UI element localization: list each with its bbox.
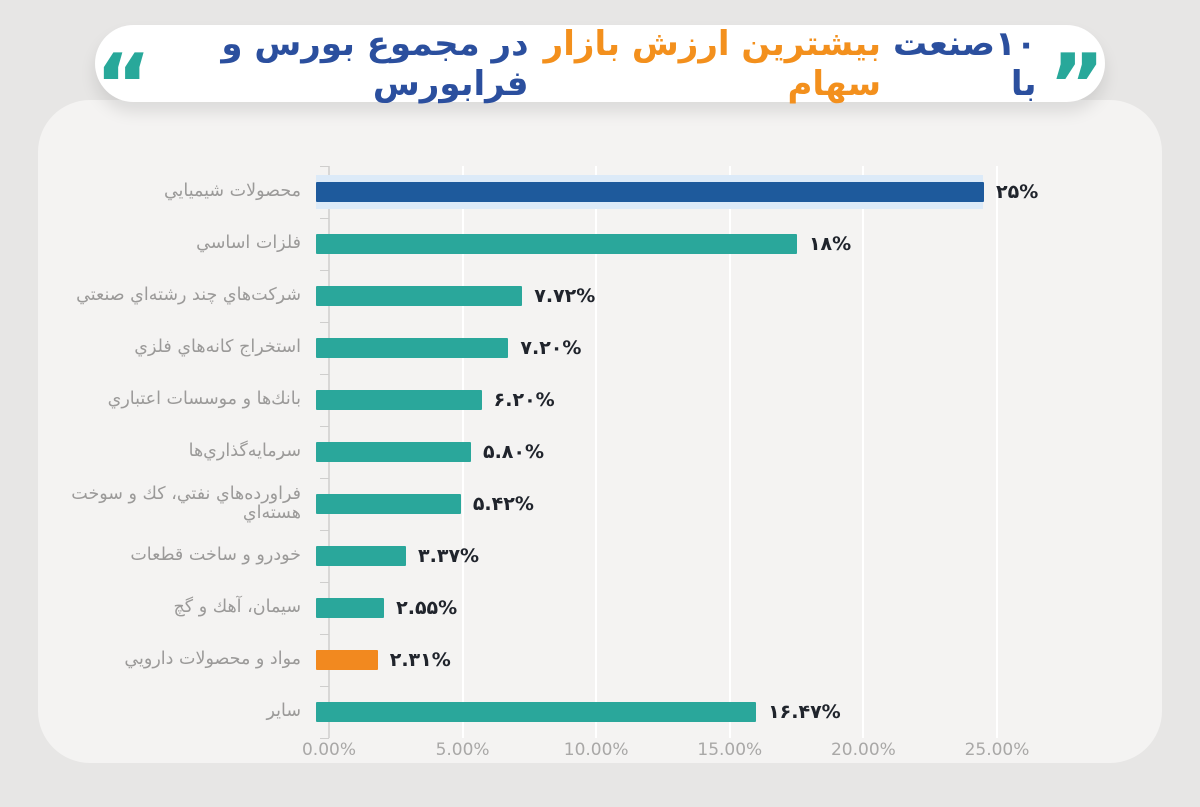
bar-track: ۲۵% bbox=[315, 166, 1038, 218]
value-label: ۶.۲۰% bbox=[493, 389, 555, 411]
x-axis: 0.00% 5.00% 10.00% 15.00% 20.00% 25.00% bbox=[0, 740, 1200, 770]
chart-row: محصولات شيميايي ۲۵% bbox=[40, 166, 1038, 218]
category-label: مواد و محصولات دارويي bbox=[124, 649, 301, 670]
bar bbox=[316, 182, 984, 202]
bar-track: ۳.۳۷% bbox=[315, 530, 983, 582]
x-axis-tick-label: 5.00% bbox=[435, 740, 490, 760]
bar bbox=[316, 390, 482, 410]
bar-track: ۲.۳۱% bbox=[315, 634, 983, 686]
category-label: خودرو و ساخت قطعات bbox=[130, 545, 301, 566]
bar-track: ۵.۴۲% bbox=[315, 478, 983, 530]
category-label: سيمان، آهك و گچ bbox=[173, 597, 302, 618]
x-axis-tick-label: 25.00% bbox=[964, 740, 1030, 760]
title-banner: ” ۱۰صنعت با بیشترین ارزش بازار سهام در م… bbox=[95, 23, 1105, 136]
value-label: ۱۶.۴۷% bbox=[768, 701, 841, 723]
bar bbox=[316, 598, 385, 618]
value-label: ۷.۲۰% bbox=[520, 337, 582, 359]
bar-track: ۵.۸۰% bbox=[315, 426, 983, 478]
bar-track: ۷.۷۲% bbox=[315, 270, 983, 322]
bar bbox=[316, 650, 378, 670]
axis-tick bbox=[320, 166, 329, 167]
axis-tick bbox=[320, 322, 329, 323]
gridline bbox=[595, 166, 598, 738]
category-label: استخراج کانه‌هاي فلزي bbox=[134, 337, 301, 358]
x-axis-tick-label: 0.00% bbox=[301, 740, 356, 760]
chart-row: استخراج کانه‌هاي فلزي ۷.۲۰% bbox=[40, 322, 998, 374]
chart-row: بانك‌ها و موسسات اعتباري ۶.۲۰% bbox=[40, 374, 998, 426]
chart-row: شرکت‌هاي چند رشته‌اي صنعتي ۷.۷۲% bbox=[40, 270, 998, 322]
chart-row: فلزات اساسي ۱۸% bbox=[40, 218, 998, 270]
chart-row: خودرو و ساخت قطعات ۳.۳۷% bbox=[40, 530, 998, 582]
axis-tick bbox=[320, 530, 329, 531]
value-label: ۵.۴۲% bbox=[472, 493, 534, 515]
axis-tick bbox=[320, 218, 329, 219]
gridline bbox=[862, 166, 865, 738]
axis-tick bbox=[320, 270, 329, 271]
value-label: ۱۸% bbox=[808, 233, 852, 255]
axis-tick bbox=[320, 374, 329, 375]
bar-track: ۱۸% bbox=[315, 218, 983, 270]
chart-row: ساير ۱۶.۴۷% bbox=[40, 686, 998, 738]
title-segment-highlight: بیشترین ارزش بازار سهام bbox=[543, 23, 882, 104]
axis-tick bbox=[320, 634, 329, 635]
bar bbox=[316, 286, 523, 306]
category-label: سرمايه‌گذاري‌ها bbox=[188, 441, 301, 462]
category-label: شرکت‌هاي چند رشته‌اي صنعتي bbox=[76, 285, 301, 306]
value-label: ۲۵% bbox=[996, 181, 1039, 203]
bar bbox=[316, 234, 797, 254]
bar bbox=[316, 442, 471, 462]
value-label: ۲.۳۱% bbox=[389, 649, 451, 671]
bar-track: ۷.۲۰% bbox=[315, 322, 983, 374]
title-segment-start: ۱۰صنعت با bbox=[893, 23, 1037, 104]
bar-chart: محصولات شيميايي ۲۵% فلزات اساسي ۱۸% شرکت‌هاي… bbox=[40, 166, 1038, 738]
category-label: بانك‌ها و موسسات اعتباري bbox=[107, 389, 301, 410]
axis-tick bbox=[320, 478, 329, 479]
bar-track: ۲.۵۵% bbox=[315, 582, 983, 634]
value-label: ۵.۸۰% bbox=[482, 441, 545, 463]
axis-tick bbox=[320, 582, 329, 583]
category-label: ساير bbox=[266, 701, 301, 722]
bar bbox=[316, 546, 407, 566]
axis-tick bbox=[320, 738, 329, 739]
chart-row: سرمايه‌گذاري‌ها ۵.۸۰% bbox=[40, 426, 998, 478]
chart-card bbox=[38, 100, 1162, 763]
value-label: ۷.۷۲% bbox=[534, 285, 596, 307]
bar-track: ۱۶.۴۷% bbox=[315, 686, 983, 738]
bar bbox=[316, 702, 757, 722]
category-label: فلزات اساسي bbox=[196, 233, 301, 254]
value-label: ۳.۳۷% bbox=[418, 545, 480, 567]
gridline bbox=[728, 166, 731, 738]
axis-tick bbox=[320, 426, 329, 427]
bar bbox=[316, 494, 461, 514]
gridline bbox=[996, 166, 998, 738]
chart-row: مواد و محصولات دارويي ۲.۳۱% bbox=[40, 634, 998, 686]
bar-track: ۶.۲۰% bbox=[315, 374, 983, 426]
bar bbox=[316, 338, 509, 358]
title-segment-end: در مجموع بورس و فرابورس bbox=[221, 23, 529, 104]
x-axis-tick-label: 20.00% bbox=[830, 740, 896, 760]
chart-row: سيمان، آهك و گچ ۲.۵۵% bbox=[40, 582, 998, 634]
x-axis-tick-label: 15.00% bbox=[697, 740, 763, 760]
category-label: محصولات شيميايي bbox=[163, 181, 301, 202]
axis-tick bbox=[320, 686, 329, 687]
chart-row: فراورده‌هاي نفتي، كك و سوخت هسته‌اي ۵.۴۲% bbox=[40, 478, 998, 530]
x-axis-tick-label: 10.00% bbox=[563, 740, 629, 760]
value-label: ۲.۵۵% bbox=[396, 597, 458, 619]
category-label: فراورده‌هاي نفتي، كك و سوخت هسته‌اي bbox=[71, 483, 301, 523]
